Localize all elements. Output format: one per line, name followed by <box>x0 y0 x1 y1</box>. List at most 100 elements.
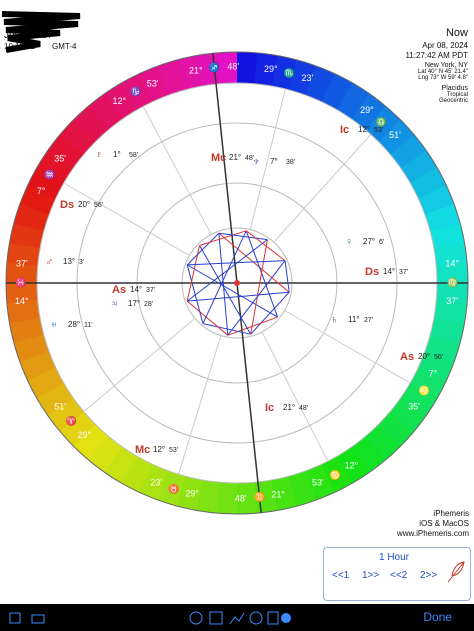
aspect-line <box>218 232 268 241</box>
aspect-line <box>245 230 279 318</box>
cusp-sign: ♏ <box>284 67 295 78</box>
zodiac-ring-segment <box>13 202 50 232</box>
forward-1[interactable]: 1>> <box>362 570 380 581</box>
cusp-min: 51' <box>54 401 66 411</box>
zodiac-ring-segment <box>237 52 260 84</box>
point-degree: 7° <box>270 157 278 166</box>
point-degree: 21° <box>229 153 241 162</box>
chart-wheel[interactable]: 21° ♐ 48' 29° ♏23'29°♎51'14°♍37'7°♌35'12°♋53… <box>0 0 474 540</box>
cusp-sign: ♉ <box>168 483 179 494</box>
zodiac-ring-segment <box>390 134 428 170</box>
feather-icon[interactable] <box>444 558 468 586</box>
point-minute: 6' <box>379 239 384 246</box>
perspective: Geocentric <box>438 98 468 104</box>
back-1[interactable]: <<1 <box>332 570 350 581</box>
zodiac-ring-segment <box>270 476 297 511</box>
zodiac-ring-segment <box>119 455 153 493</box>
cusp-deg: 29° <box>264 64 278 74</box>
point-degree: 20° <box>418 352 430 361</box>
aspect-line <box>227 316 278 336</box>
aspect-line <box>227 260 286 336</box>
done-button[interactable]: Done <box>423 610 452 624</box>
point-glyph: ♄ <box>330 314 338 326</box>
cusp-deg: 14° <box>445 259 459 269</box>
point-glyph: ♀ <box>345 236 353 248</box>
now-place: New York, NY <box>424 62 468 69</box>
zodiac-ring-segment <box>46 396 84 432</box>
zodiac-ring-segment <box>337 82 372 121</box>
zodiac-ring-segment <box>88 92 124 130</box>
view-icons[interactable] <box>188 609 292 627</box>
point-degree: 20° <box>78 200 90 209</box>
zodiac-ring-segment <box>60 118 97 155</box>
point-minute: 58' <box>129 152 138 159</box>
cusp-sign: ♊ <box>254 491 265 502</box>
zodiac-ring-segment <box>234 482 258 514</box>
point-glyph: ♂ <box>45 256 53 268</box>
aspect-line <box>186 300 229 336</box>
point-minute: 37' <box>399 269 408 276</box>
cusp-min: 53' <box>312 478 324 488</box>
aspect-line <box>186 232 220 266</box>
cusp-sign: ♓ <box>15 276 26 287</box>
house-line <box>249 88 286 230</box>
time-controls: 1 Hour <<1 1>> <<2 2>> <box>323 547 471 601</box>
point-minute: 53' <box>169 447 178 454</box>
zodiac-ring-segment <box>399 383 438 418</box>
house-line <box>273 134 372 243</box>
zodiac-ring-segment <box>288 59 318 96</box>
zodiac-ring-segment <box>35 381 74 416</box>
zodiac-ring-segment <box>36 148 75 183</box>
zodiac-ring-segment <box>73 104 110 142</box>
cusp-deg: 7° <box>37 186 46 196</box>
zodiac-ring-segment <box>86 435 123 473</box>
zodiac-ring-segment <box>177 55 204 90</box>
cusp-min: 51' <box>389 130 401 140</box>
back-2[interactable]: <<2 <box>390 570 408 581</box>
zodiac-ring-segment <box>6 260 38 283</box>
aspect-line <box>186 264 204 324</box>
point-glyph: ♆ <box>252 156 260 168</box>
point-degree: 14° <box>383 267 395 276</box>
cusp-min: 23' <box>301 73 313 83</box>
aspect-line <box>199 230 247 247</box>
point-degree: 1° <box>113 150 121 159</box>
cusp-sign: ♍ <box>447 276 458 287</box>
zodiac-ring-segment <box>365 106 402 143</box>
zodiac-ring-segment <box>156 470 186 507</box>
cusp-sign: ♌ <box>418 384 429 395</box>
cusp-sign: ♋ <box>329 469 340 480</box>
cusp-deg: 29° <box>77 430 91 440</box>
zodiac-ring-segment <box>102 445 137 484</box>
zodiac-ring-segment <box>417 351 455 383</box>
point-degree: 11° <box>348 315 360 324</box>
cusp-deg: 29° <box>185 489 199 499</box>
point-minute: 38' <box>286 159 295 166</box>
share-print-icons[interactable] <box>8 609 48 627</box>
point-minute: 53' <box>374 127 383 134</box>
now-lat: Lat 40° N 45' 21.4" <box>417 69 468 75</box>
cusp-sign: ♐ <box>209 62 220 73</box>
point-minute: 11' <box>84 322 93 329</box>
aspect-line <box>202 230 247 324</box>
point-glyph: Ic <box>340 124 349 136</box>
point-glyph: ♇ <box>95 149 103 161</box>
point-glyph: Ds <box>60 199 74 211</box>
point-glyph: As <box>400 351 414 363</box>
zodiac-ring-segment <box>214 482 237 514</box>
aspect-line <box>284 260 290 293</box>
zodiac-ring-segment <box>410 167 448 201</box>
aspect-line <box>199 245 252 335</box>
zodiac-ring-segment <box>319 456 353 494</box>
point-glyph: Ic <box>265 402 274 414</box>
now-lng: Lng 73° W 59' 4.8" <box>418 75 468 81</box>
zodiac-ring-segment <box>9 316 44 343</box>
point-minute: 48' <box>299 405 308 412</box>
zodiac-ring-segment <box>321 73 355 111</box>
step-label[interactable]: 1 Hour <box>379 552 410 563</box>
house-line <box>142 106 212 235</box>
website[interactable]: www.iPhemeris.com <box>396 529 469 538</box>
cusp-min: 35' <box>54 153 66 163</box>
natal-zone: GMT-4 <box>52 42 77 51</box>
forward-2[interactable]: 2>> <box>420 570 438 581</box>
